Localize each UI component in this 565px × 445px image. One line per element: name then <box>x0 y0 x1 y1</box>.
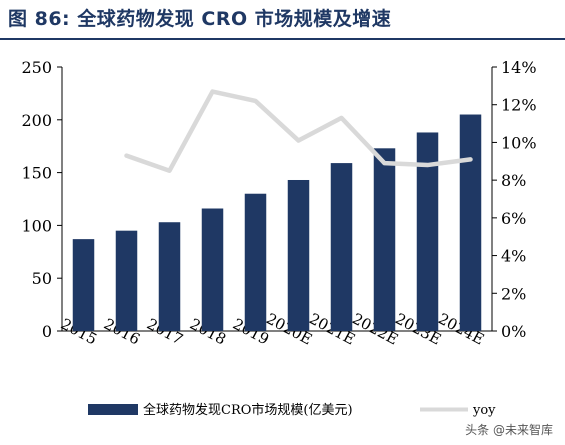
right-tick-label: 6% <box>501 209 526 228</box>
figure-title-bar: 图 86: 全球药物发现 CRO 市场规模及增速 <box>0 0 565 40</box>
bar-series <box>72 114 482 332</box>
bar <box>459 114 482 332</box>
right-tick-label: 8% <box>501 171 526 190</box>
right-tick-label: 14% <box>501 58 537 77</box>
left-tick-label: 150 <box>21 164 52 183</box>
left-tick-label: 200 <box>21 111 52 130</box>
left-tick-label: 50 <box>32 269 52 288</box>
right-tick-label: 4% <box>501 247 526 266</box>
left-tick-label: 250 <box>21 58 52 77</box>
bar <box>287 179 310 331</box>
bar <box>201 208 224 331</box>
right-tick-label: 2% <box>501 284 526 303</box>
bar <box>244 193 267 331</box>
yoy-line-series <box>124 89 473 173</box>
bar <box>330 163 353 331</box>
left-tick-label: 100 <box>21 216 52 235</box>
right-tick-label: 12% <box>501 96 537 115</box>
bar <box>373 148 396 331</box>
legend: 全球药物发现CRO市场规模(亿美元) yoy <box>88 402 496 418</box>
legend-line-label: yoy <box>472 403 496 418</box>
bar <box>115 230 138 331</box>
figure-title: 图 86: 全球药物发现 CRO 市场规模及增速 <box>8 8 392 30</box>
legend-bar-swatch <box>88 404 138 415</box>
left-tick-label: 0 <box>42 322 52 341</box>
bar <box>416 132 439 331</box>
watermark: 头条 @未来智库 <box>461 420 557 439</box>
bar <box>158 222 181 331</box>
left-y-axis: 0 50 100 150 200 250 <box>21 58 63 341</box>
bar <box>72 239 95 331</box>
right-y-axis: 0% 2% 4% 6% 8% 10% 12% 14% <box>491 58 537 341</box>
right-tick-label: 10% <box>501 133 537 152</box>
legend-bar-label: 全球药物发现CRO市场规模(亿美元) <box>143 402 353 418</box>
right-tick-label: 0% <box>501 322 526 341</box>
